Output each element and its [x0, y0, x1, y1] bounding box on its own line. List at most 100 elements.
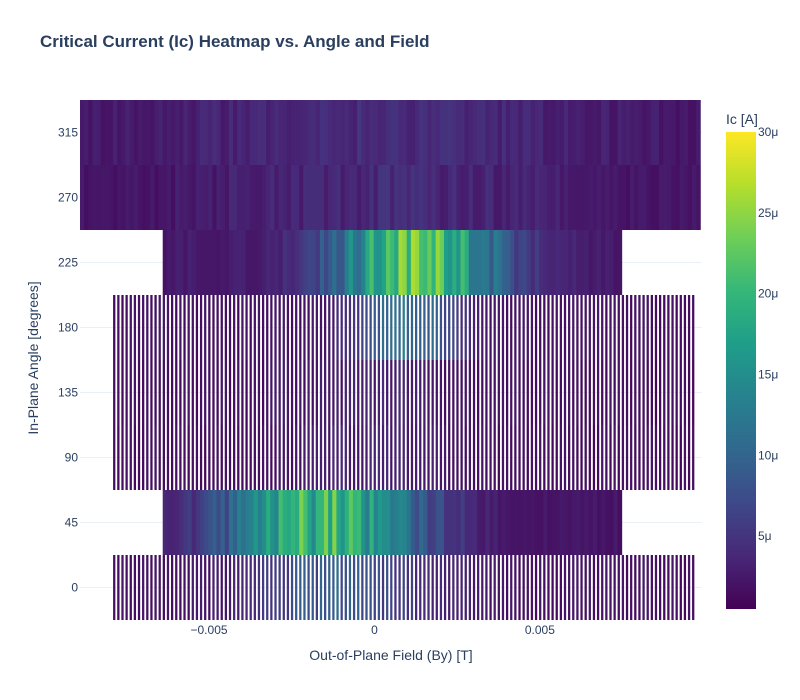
heatmap-cell: [348, 490, 354, 555]
heatmap-cell: [340, 295, 343, 360]
heatmap-cell: [530, 555, 534, 620]
heatmap-cell: [675, 425, 678, 490]
heatmap-cell: [423, 555, 426, 620]
heatmap-cell: [319, 230, 325, 295]
heatmap-cell: [295, 555, 298, 620]
heatmap-cell: [266, 425, 269, 490]
heatmap-cell: [113, 295, 116, 360]
heatmap-cell: [671, 100, 676, 165]
heatmap-cell: [514, 100, 519, 165]
heatmap-cell: [427, 555, 430, 620]
heatmap-cell: [183, 165, 188, 230]
heatmap-cell: [588, 360, 591, 425]
heatmap-cell: [468, 230, 474, 295]
heatmap-cell: [324, 490, 329, 555]
heatmap-cell: [191, 295, 194, 360]
heatmap-cell: [241, 490, 246, 555]
heatmap-cell: [233, 100, 238, 165]
heatmap-cell: [443, 425, 447, 490]
heatmap-cell: [357, 555, 360, 620]
heatmap-cell: [485, 100, 490, 165]
heatmap-cell: [311, 100, 317, 165]
heatmap-cell: [501, 555, 505, 620]
heatmap-cell: [646, 295, 649, 360]
heatmap-cell: [179, 100, 184, 165]
heatmap-cell: [501, 165, 507, 230]
heatmap-cell: [133, 360, 137, 425]
heatmap-cell: [386, 490, 391, 555]
heatmap-cell: [154, 100, 159, 165]
heatmap-cell: [481, 100, 486, 165]
heatmap-cell: [493, 360, 496, 425]
heatmap-cell: [332, 360, 335, 425]
heatmap-cell: [129, 360, 132, 425]
heatmap-cell: [352, 230, 358, 295]
heatmap-cell: [270, 555, 273, 620]
heatmap-cell: [435, 360, 438, 425]
colorbar-title: Ic [A]: [726, 111, 758, 127]
heatmap-cell: [522, 555, 525, 620]
heatmap-cell: [183, 425, 186, 490]
heatmap-cell: [340, 230, 346, 295]
heatmap-cell: [224, 360, 228, 425]
heatmap-cell: [307, 425, 310, 490]
heatmap-cell: [237, 100, 242, 165]
heatmap-cell: [137, 425, 141, 490]
heatmap-cell: [427, 490, 432, 555]
heatmap-cell: [572, 490, 577, 555]
heatmap-cell: [638, 295, 641, 360]
heatmap-cell: [340, 425, 343, 490]
heatmap-cell: [328, 425, 331, 490]
heatmap-cell: [394, 230, 399, 295]
heatmap-cell: [683, 555, 687, 620]
heatmap-cell: [638, 100, 643, 165]
heatmap-cell: [365, 230, 370, 295]
heatmap-cell: [580, 100, 585, 165]
heatmap-cell: [319, 360, 323, 425]
heatmap-cell: [576, 165, 581, 230]
heatmap-cell: [125, 425, 128, 490]
heatmap-cell: [274, 230, 279, 295]
heatmap-cell: [216, 230, 222, 295]
heatmap-cell: [175, 360, 178, 425]
heatmap-cell: [100, 165, 106, 230]
heatmap-cell: [547, 165, 552, 230]
heatmap-cell: [510, 295, 513, 360]
heatmap-cell: [497, 555, 500, 620]
heatmap-cell: [576, 360, 579, 425]
heatmap-cell: [175, 555, 178, 620]
heatmap-cell: [158, 100, 164, 165]
heatmap-row: [113, 555, 695, 620]
heatmap-cell: [630, 295, 633, 360]
heatmap-cell: [394, 360, 397, 425]
heatmap-cell: [390, 230, 395, 295]
heatmap-cell: [195, 295, 199, 360]
heatmap-cell: [261, 165, 267, 230]
heatmap-cell: [460, 360, 463, 425]
heatmap-cell: [654, 100, 660, 165]
heatmap-cell: [158, 555, 161, 620]
heatmap-cell: [377, 555, 381, 620]
heatmap-cell: [646, 165, 652, 230]
heatmap-cell: [580, 165, 585, 230]
heatmap-cell: [555, 100, 561, 165]
heatmap-cell: [472, 555, 476, 620]
heatmap-cell: [274, 100, 279, 165]
heatmap-cell: [617, 360, 620, 425]
heatmap-cell: [489, 360, 492, 425]
heatmap-cell: [518, 295, 521, 360]
heatmap-cell: [477, 100, 482, 165]
heatmap-cell: [609, 165, 614, 230]
heatmap-cell: [324, 230, 329, 295]
heatmap-cell: [596, 425, 600, 490]
heatmap-cell: [431, 490, 437, 555]
heatmap-cell: [266, 555, 269, 620]
heatmap-cell: [617, 295, 620, 360]
heatmap-cell: [311, 165, 317, 230]
heatmap-cell: [584, 425, 587, 490]
heatmap-cell: [295, 425, 298, 490]
heatmap-cell: [369, 490, 375, 555]
heatmap-cell: [241, 230, 246, 295]
heatmap-cell: [199, 230, 205, 295]
heatmap-cell: [220, 425, 223, 490]
